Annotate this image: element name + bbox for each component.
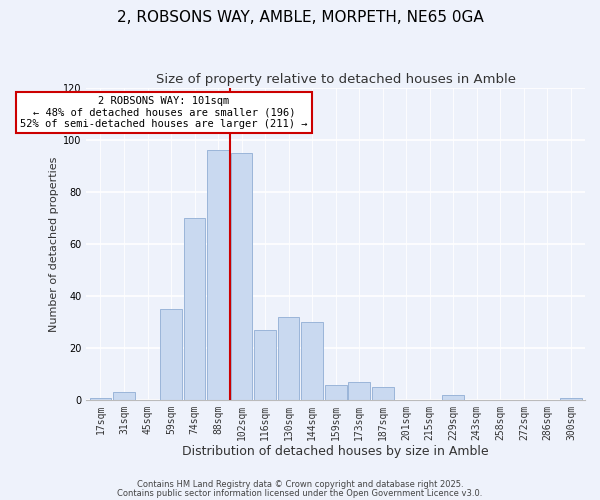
Text: 2 ROBSONS WAY: 101sqm
← 48% of detached houses are smaller (196)
52% of semi-det: 2 ROBSONS WAY: 101sqm ← 48% of detached … — [20, 96, 308, 129]
Bar — [442, 395, 464, 400]
Bar — [231, 153, 253, 400]
X-axis label: Distribution of detached houses by size in Amble: Distribution of detached houses by size … — [182, 444, 489, 458]
Text: Contains HM Land Registry data © Crown copyright and database right 2025.: Contains HM Land Registry data © Crown c… — [137, 480, 463, 489]
Bar — [113, 392, 135, 400]
Bar — [207, 150, 229, 400]
Bar — [254, 330, 276, 400]
Bar — [278, 317, 299, 400]
Bar — [349, 382, 370, 400]
Text: Contains public sector information licensed under the Open Government Licence v3: Contains public sector information licen… — [118, 490, 482, 498]
Bar — [372, 387, 394, 400]
Y-axis label: Number of detached properties: Number of detached properties — [49, 156, 59, 332]
Bar — [325, 384, 347, 400]
Title: Size of property relative to detached houses in Amble: Size of property relative to detached ho… — [155, 72, 515, 86]
Text: 2, ROBSONS WAY, AMBLE, MORPETH, NE65 0GA: 2, ROBSONS WAY, AMBLE, MORPETH, NE65 0GA — [116, 10, 484, 25]
Bar — [184, 218, 205, 400]
Bar — [301, 322, 323, 400]
Bar — [560, 398, 582, 400]
Bar — [160, 309, 182, 400]
Bar — [89, 398, 111, 400]
